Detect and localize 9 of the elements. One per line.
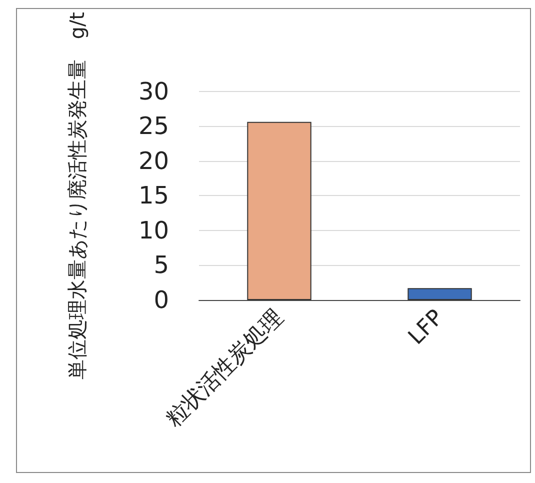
y-tick-label: 30: [138, 77, 169, 106]
y-tick-label: 15: [138, 182, 169, 210]
y-tick-label: 20: [138, 146, 169, 175]
y-tick-label: 10: [138, 216, 169, 244]
y-tick-label: 5: [154, 251, 169, 280]
y-tick-label: 0: [154, 286, 169, 314]
x-tick-label: LFP: [404, 305, 449, 350]
y-tick-label: 25: [138, 112, 169, 140]
y-axis-title: 単位処理水量あたり廃活性炭発生量 g/t: [65, 12, 89, 380]
